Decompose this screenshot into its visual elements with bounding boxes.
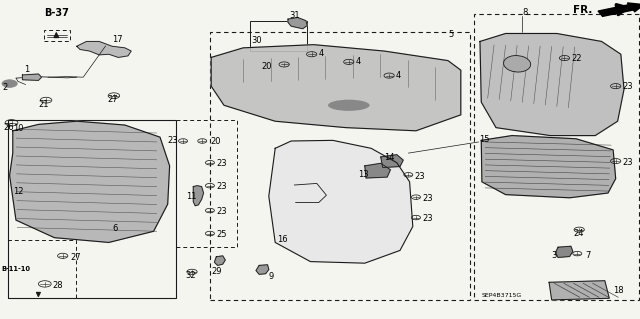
Text: 28: 28 bbox=[52, 281, 63, 290]
Text: 1: 1 bbox=[24, 65, 29, 74]
Bar bbox=[176, 120, 237, 247]
Text: 31: 31 bbox=[289, 11, 300, 20]
Bar bbox=[474, 14, 639, 300]
Polygon shape bbox=[22, 74, 42, 80]
Text: 20: 20 bbox=[261, 62, 271, 70]
Polygon shape bbox=[381, 155, 403, 167]
Text: 13: 13 bbox=[358, 170, 369, 179]
Text: 23: 23 bbox=[216, 182, 227, 191]
Circle shape bbox=[2, 80, 17, 87]
Polygon shape bbox=[288, 18, 307, 29]
Text: 4: 4 bbox=[356, 57, 361, 66]
Text: 29: 29 bbox=[211, 267, 221, 276]
Text: 23: 23 bbox=[422, 214, 433, 223]
Bar bbox=[8, 120, 176, 298]
Polygon shape bbox=[556, 246, 573, 257]
Text: 4: 4 bbox=[396, 71, 401, 80]
Text: 8: 8 bbox=[522, 8, 527, 17]
Polygon shape bbox=[10, 121, 170, 242]
Polygon shape bbox=[77, 41, 131, 57]
Text: 15: 15 bbox=[479, 135, 489, 144]
Text: 10: 10 bbox=[13, 124, 23, 133]
Polygon shape bbox=[193, 186, 204, 206]
Text: 21: 21 bbox=[38, 100, 49, 109]
Ellipse shape bbox=[328, 100, 370, 111]
Text: 23: 23 bbox=[422, 194, 433, 203]
Text: 22: 22 bbox=[572, 54, 582, 63]
Text: 14: 14 bbox=[384, 153, 394, 162]
Text: 9: 9 bbox=[269, 272, 274, 281]
Text: 16: 16 bbox=[277, 235, 288, 244]
Text: 23: 23 bbox=[622, 82, 633, 91]
Text: 23: 23 bbox=[622, 158, 633, 167]
Text: 7: 7 bbox=[585, 251, 590, 260]
Text: 4: 4 bbox=[319, 49, 324, 58]
Text: 2: 2 bbox=[2, 83, 7, 92]
Text: B-11-10: B-11-10 bbox=[1, 266, 30, 271]
Bar bbox=[210, 32, 470, 300]
Text: 25: 25 bbox=[216, 230, 227, 239]
Polygon shape bbox=[214, 256, 225, 265]
Text: 27: 27 bbox=[108, 95, 118, 104]
Text: 23: 23 bbox=[216, 207, 227, 216]
FancyArrow shape bbox=[598, 3, 640, 16]
Text: 27: 27 bbox=[70, 253, 81, 262]
Text: 23: 23 bbox=[167, 137, 178, 145]
Text: 17: 17 bbox=[112, 35, 123, 44]
Text: FR.: FR. bbox=[573, 5, 592, 15]
Polygon shape bbox=[256, 265, 269, 274]
Text: 23: 23 bbox=[216, 159, 227, 168]
Text: 24: 24 bbox=[573, 229, 584, 238]
Text: 32: 32 bbox=[186, 271, 196, 280]
Polygon shape bbox=[269, 140, 413, 263]
Text: 18: 18 bbox=[613, 286, 624, 295]
Text: 30: 30 bbox=[251, 36, 262, 45]
Polygon shape bbox=[481, 136, 616, 198]
Text: 20: 20 bbox=[210, 137, 220, 146]
Text: 6: 6 bbox=[112, 224, 117, 233]
Text: 23: 23 bbox=[415, 172, 426, 181]
Polygon shape bbox=[549, 281, 609, 300]
Text: SEP4B3715G: SEP4B3715G bbox=[481, 293, 522, 298]
Text: 12: 12 bbox=[13, 187, 23, 196]
Text: 5: 5 bbox=[448, 30, 453, 39]
Bar bbox=[250, 21, 307, 51]
Text: 11: 11 bbox=[186, 192, 196, 201]
Polygon shape bbox=[211, 45, 461, 131]
Polygon shape bbox=[480, 33, 624, 136]
Text: B-37: B-37 bbox=[44, 8, 68, 18]
Text: 26: 26 bbox=[4, 123, 15, 132]
Ellipse shape bbox=[504, 56, 531, 72]
Bar bbox=[44, 30, 70, 41]
Bar bbox=[8, 240, 76, 298]
Text: 3: 3 bbox=[552, 251, 557, 260]
Polygon shape bbox=[365, 163, 390, 178]
